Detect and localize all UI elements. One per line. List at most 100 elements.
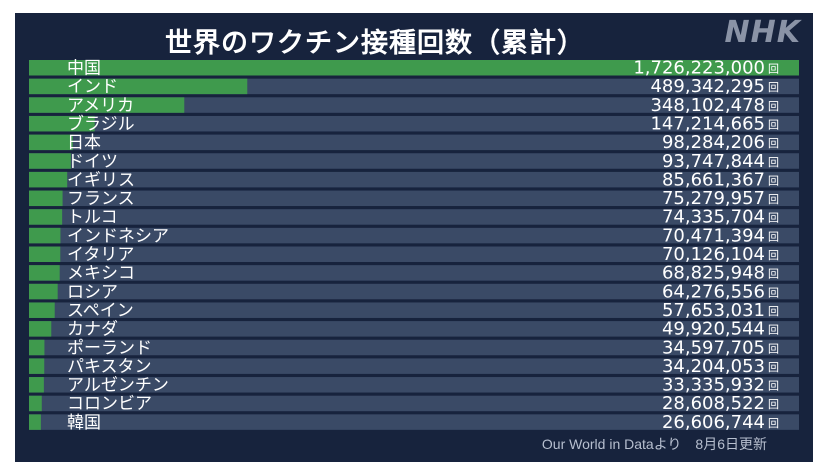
bar (29, 339, 45, 356)
updated-text: 8月6日更新 (695, 436, 767, 452)
value-label: 33,335,932 (662, 375, 765, 396)
bar (29, 153, 71, 169)
value-label: 85,661,367 (662, 169, 765, 190)
bar-track (29, 97, 799, 113)
unit-label: 回 (768, 380, 779, 393)
bar-track (29, 115, 799, 132)
bar (29, 265, 60, 281)
source-note: Our World in Dataより 8月6日更新 (542, 434, 767, 454)
unit-label: 回 (768, 212, 779, 225)
bar (29, 377, 44, 393)
unit-label: 回 (768, 361, 779, 374)
category-label: カナダ (67, 320, 118, 340)
bar-track (29, 395, 799, 412)
category-label: トルコ (67, 208, 118, 228)
unit-label: 回 (768, 137, 779, 150)
bar-track (29, 134, 799, 151)
nhk-logo: NHK (724, 15, 801, 50)
bar (29, 246, 61, 262)
category-label: ブラジル (67, 113, 135, 134)
category-label: パキスタン (67, 357, 152, 377)
category-label: メキシコ (67, 264, 135, 284)
value-label: 489,342,295 (650, 76, 765, 97)
category-label: アメリカ (67, 96, 134, 116)
unit-label: 回 (768, 118, 779, 131)
bar (29, 283, 58, 300)
bar (29, 414, 41, 430)
category-label: 韓国 (67, 413, 101, 433)
value-label: 70,126,104 (662, 244, 765, 265)
bar (29, 227, 61, 244)
unit-label: 回 (768, 156, 779, 169)
value-label: 147,214,665 (650, 113, 765, 134)
value-label: 74,335,704 (662, 207, 765, 228)
value-label: 75,279,957 (662, 188, 765, 209)
bar-track (29, 190, 799, 207)
bar (29, 97, 185, 113)
value-label: 70,471,394 (662, 225, 765, 246)
value-label: 93,747,844 (662, 151, 765, 172)
bar (29, 171, 68, 188)
bar (29, 321, 52, 337)
unit-label: 回 (768, 305, 779, 318)
bar-track (29, 414, 799, 430)
value-label: 1,726,223,000 (633, 58, 765, 79)
category-label: コロンビア (67, 394, 152, 414)
bar (29, 60, 799, 76)
unit-label: 回 (768, 100, 779, 113)
unit-label: 回 (768, 324, 779, 337)
category-label: イギリス (67, 170, 135, 190)
category-label: ポーランド (67, 338, 152, 358)
bar-track (29, 246, 799, 262)
bar (29, 78, 248, 95)
bar (29, 395, 42, 412)
unit-label: 回 (768, 268, 779, 281)
bar-track (29, 227, 799, 244)
bar-track (29, 321, 799, 337)
value-label: 348,102,478 (650, 95, 765, 116)
source-text: Our World in Dataより (541, 436, 682, 452)
unit-label: 回 (768, 81, 779, 94)
unit-label: 回 (768, 398, 779, 411)
category-label: インドネシア (67, 226, 169, 246)
value-label: 49,920,544 (662, 319, 765, 340)
category-label: ドイツ (67, 152, 118, 172)
bar-track (29, 358, 799, 374)
unit-label: 回 (768, 63, 779, 76)
unit-label: 回 (768, 249, 779, 262)
bar (29, 190, 63, 207)
value-label: 64,276,556 (662, 281, 765, 302)
bar (29, 134, 73, 151)
bar (29, 302, 55, 318)
bar-track (29, 153, 799, 169)
bar (29, 358, 45, 374)
category-label: ロシア (67, 282, 118, 302)
category-label: スペイン (67, 301, 134, 321)
unit-label: 回 (768, 174, 779, 187)
unit-label: 回 (768, 193, 779, 206)
category-label: インド (67, 77, 118, 97)
category-label: イタリア (67, 245, 134, 265)
bar-track (29, 209, 799, 225)
unit-label: 回 (768, 342, 779, 355)
unit-label: 回 (768, 286, 779, 299)
unit-label: 回 (768, 230, 779, 243)
value-label: 34,204,053 (662, 356, 765, 377)
bar-track (29, 339, 799, 356)
bar (29, 209, 63, 225)
category-label: フランス (67, 189, 135, 209)
bar-track (29, 283, 799, 300)
value-label: 57,653,031 (662, 300, 765, 321)
value-label: 68,825,948 (662, 263, 765, 284)
bar-track (29, 377, 799, 393)
value-label: 26,606,744 (662, 412, 765, 433)
bar-track (29, 302, 799, 318)
chart-panel: 世界のワクチン接種回数（累計） NHK 中国 1,726,223,000 回インド 4… (15, 13, 813, 462)
bar-track (29, 171, 799, 188)
bar-track (29, 265, 799, 281)
value-label: 98,284,206 (662, 132, 765, 153)
chart-title: 世界のワクチン接種回数（累計） (165, 28, 585, 59)
category-label: 日本 (67, 133, 101, 153)
value-label: 28,608,522 (662, 393, 765, 414)
